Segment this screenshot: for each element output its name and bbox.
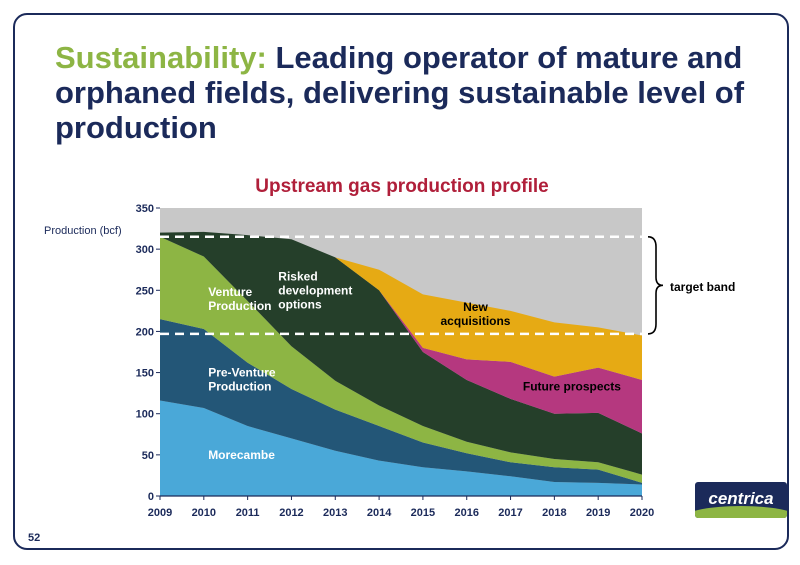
centrica-logo: centrica <box>695 482 787 518</box>
area-pre-venture-production <box>160 319 642 485</box>
x-tick-label-2014: 2014 <box>367 507 392 519</box>
y-tick-label-100: 100 <box>136 409 154 421</box>
x-tick-label-2010: 2010 <box>192 507 216 519</box>
x-tick-label-2018: 2018 <box>542 507 566 519</box>
area-future-prospects <box>160 231 642 434</box>
area-label-future-prospects: Future prospects <box>523 380 621 394</box>
slide-title-accent: Sustainability: <box>55 40 267 75</box>
y-tick-label-50: 50 <box>142 450 154 462</box>
y-tick-label-250: 250 <box>136 285 154 297</box>
area-venture-production <box>160 236 642 483</box>
x-tick-label-2019: 2019 <box>586 507 610 519</box>
y-tick-label-0: 0 <box>148 491 154 503</box>
y-tick-label-200: 200 <box>136 326 154 338</box>
area-risked-development-options <box>160 231 642 475</box>
y-tick-label-350: 350 <box>136 203 154 215</box>
x-tick-label-2012: 2012 <box>279 507 303 519</box>
logo-swoosh <box>695 506 787 518</box>
area-label-risked-development-options: Risked development options <box>278 269 352 311</box>
y-tick-label-300: 300 <box>136 244 154 256</box>
area-label-morecambe: Morecambe <box>208 448 275 462</box>
chart-title: Upstream gas production profile <box>255 176 549 197</box>
x-tick-label-2016: 2016 <box>454 507 478 519</box>
y-axis-label: Production (bcf) <box>44 225 122 237</box>
logo-text: centrica <box>708 489 774 508</box>
slide-title: Sustainability: Leading operator of matu… <box>55 40 755 145</box>
x-tick-label-2015: 2015 <box>411 507 435 519</box>
area-morecambe <box>160 400 642 496</box>
target-band-label: target band <box>670 280 736 294</box>
page-number: 52 <box>28 532 41 544</box>
x-tick-label-2009: 2009 <box>148 507 172 519</box>
y-tick-label-150: 150 <box>136 368 154 380</box>
area-label-new-acquisitions: New acquisitions <box>440 300 510 328</box>
target-band-brace <box>647 236 664 335</box>
slide-title-rest: Leading operator of mature and orphaned … <box>55 40 745 145</box>
x-tick-label-2011: 2011 <box>236 507 260 519</box>
area-label-pre-venture-production: Pre-Venture Production <box>208 366 276 394</box>
slide-frame <box>13 13 789 550</box>
x-tick-label-2017: 2017 <box>498 507 522 519</box>
x-tick-label-2013: 2013 <box>323 507 347 519</box>
area-new-acquisitions <box>160 231 642 380</box>
x-tick-label-2020: 2020 <box>630 507 654 519</box>
area-label-venture-production: Venture Production <box>208 285 271 313</box>
